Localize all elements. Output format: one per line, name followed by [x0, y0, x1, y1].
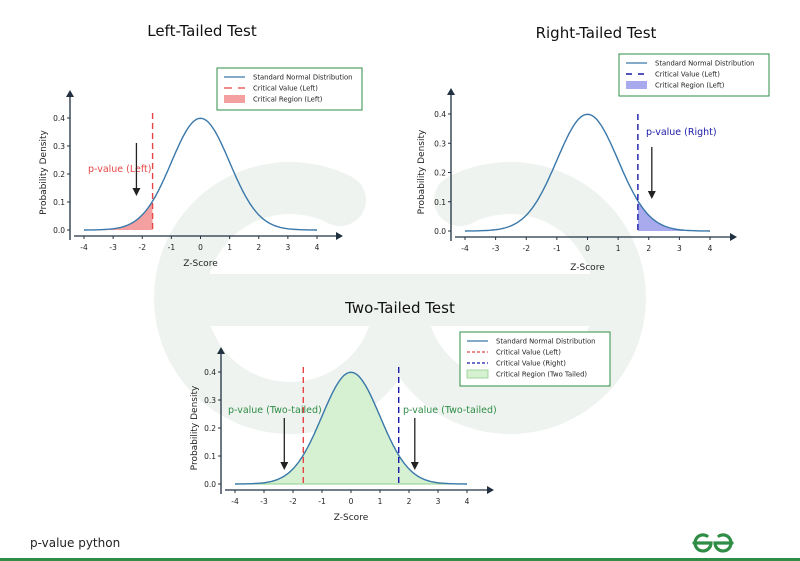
chart-legend: Standard Normal Distribution Critical Val…	[459, 331, 611, 387]
y-tick-label: 0.1	[434, 198, 446, 207]
critical-region-fill	[637, 200, 710, 231]
legend-entry-label: Standard Normal Distribution	[496, 338, 596, 346]
y-tick-label: 0.0	[434, 227, 446, 236]
y-axis-label: Probability Density	[39, 130, 49, 215]
y-tick-label: 0.0	[204, 480, 216, 489]
legend-entry-label: Standard Normal Distribution	[253, 74, 353, 82]
x-tick-label: 4	[465, 497, 470, 506]
y-axis-arrow-icon	[447, 88, 455, 95]
x-tick-label: -3	[109, 243, 117, 252]
x-tick-label: 1	[616, 244, 621, 253]
x-tick-label: 2	[256, 243, 261, 252]
x-axis-arrow-icon	[487, 486, 494, 494]
y-tick-label: 0.3	[204, 396, 216, 405]
x-tick-label: 0	[349, 497, 354, 506]
annotation-p-value-right: p-value (Right)	[646, 127, 717, 138]
chart-legend: Standard Normal Distribution Critical Val…	[618, 53, 770, 97]
x-tick-label: 0	[198, 243, 203, 252]
x-tick-label: -2	[139, 243, 147, 252]
x-tick-label: -3	[260, 497, 268, 506]
y-tick-label: 0.4	[204, 368, 216, 377]
x-axis-label: Z-Score	[570, 263, 605, 273]
y-tick-label: 0.4	[53, 114, 65, 123]
critical-region-fill	[84, 201, 153, 230]
legend-entry-label: Critical Value (Left)	[496, 349, 561, 357]
chart-panel-1: Left-Tailed Test -4 -3 -2 -1 0 1 2 3 4 0.0 0.1 0.2 0.…	[39, 22, 363, 269]
x-tick-label: -1	[168, 243, 176, 252]
y-axis-label: Probability Density	[190, 385, 200, 470]
y-tick-label: 0.4	[434, 110, 446, 119]
x-axis-arrow-icon	[730, 233, 737, 241]
y-tick-label: 0.2	[434, 169, 446, 178]
y-tick-label: 0.0	[53, 226, 65, 235]
y-tick-label: 0.2	[204, 424, 216, 433]
x-axis-arrow-icon	[336, 232, 343, 240]
legend-swatch-region	[626, 81, 647, 89]
chart-title: Left-Tailed Test	[147, 22, 257, 40]
y-axis-arrow-icon	[217, 347, 225, 354]
x-tick-label: -1	[553, 244, 561, 253]
legend-entry-label: Critical Value (Right)	[496, 360, 566, 368]
x-tick-label: 2	[646, 244, 651, 253]
x-tick-label: 1	[378, 497, 383, 506]
normal-distribution-curve	[465, 113, 710, 232]
watermark-left-arc	[154, 162, 427, 434]
legend-swatch-region	[224, 95, 245, 103]
annotation-p-value-two-tailed-left: p-value (Two-tailed)	[228, 405, 322, 416]
legend-entry-label: Standard Normal Distribution	[655, 60, 755, 68]
y-tick-label: 0.2	[53, 170, 65, 179]
footer-bar: p-value python	[0, 530, 800, 561]
x-tick-label: 0	[585, 244, 590, 253]
legend-entry-label: Critical Region (Two Tailed)	[496, 371, 587, 379]
y-tick-label: 0.1	[204, 452, 216, 461]
x-tick-label: 1	[227, 243, 232, 252]
footer-text: p-value python	[30, 536, 121, 550]
x-axis-label: Z-Score	[183, 259, 218, 269]
x-tick-label: -4	[461, 244, 469, 253]
x-tick-label: -2	[289, 497, 297, 506]
legend-swatch-region	[466, 369, 489, 379]
x-axis-label: Z-Score	[334, 513, 369, 523]
x-tick-label: 4	[708, 244, 713, 253]
x-tick-label: 2	[407, 497, 412, 506]
normal-distribution-curve	[235, 371, 467, 485]
geeksforgeeks-logo-icon	[692, 533, 734, 553]
annotation-p-value-left: p-value (Left)	[88, 164, 151, 175]
charts-group: Left-Tailed Test -4 -3 -2 -1 0 1 2 3 4 0.0 0.1 0.2 0.…	[39, 22, 770, 523]
y-axis-arrow-icon	[66, 90, 74, 97]
legend-entry-label: Critical Region (Left)	[253, 96, 323, 104]
chart-title: Two-Tailed Test	[344, 299, 455, 317]
y-tick-label: 0.3	[53, 142, 65, 151]
x-tick-label: -4	[231, 497, 239, 506]
x-tick-label: 3	[677, 244, 682, 253]
x-tick-label: 4	[315, 243, 320, 252]
x-tick-label: 3	[436, 497, 441, 506]
x-tick-label: -3	[492, 244, 500, 253]
annotation-p-value-two-tailed-right: p-value (Two-tailed)	[403, 405, 497, 416]
chart-panel-2: Right-Tailed Test -4 -3 -2 -1 0 1 2 3 4 0.0 0.1 0.2 0…	[417, 24, 770, 273]
annotation-arrow-left-head-icon	[280, 462, 289, 470]
annotation-arrow-head-icon	[647, 191, 656, 199]
x-tick-label: -4	[80, 243, 88, 252]
x-tick-label: 3	[285, 243, 290, 252]
annotation-arrow-head-icon	[132, 188, 141, 196]
y-tick-label: 0.3	[434, 139, 446, 148]
footer-divider	[0, 558, 800, 561]
x-tick-label: -1	[318, 497, 326, 506]
legend-entry-label: Critical Value (Left)	[655, 71, 720, 79]
chart-panel-3: Two-Tailed Test -4 -3 -2 -1 0 1 2 3 4 0.0 0.1 0.2 0.3…	[190, 299, 611, 523]
annotation-arrow-right-head-icon	[410, 462, 419, 470]
chart-legend: Standard Normal Distribution Critical Val…	[216, 67, 363, 111]
legend-entry-label: Critical Region (Left)	[655, 82, 725, 90]
normal-distribution-curve	[84, 117, 317, 231]
y-axis-label: Probability Density	[417, 129, 427, 214]
y-tick-label: 0.1	[53, 198, 65, 207]
legend-entry-label: Critical Value (Left)	[253, 85, 318, 93]
x-tick-label: -2	[523, 244, 531, 253]
chart-title: Right-Tailed Test	[536, 24, 657, 42]
